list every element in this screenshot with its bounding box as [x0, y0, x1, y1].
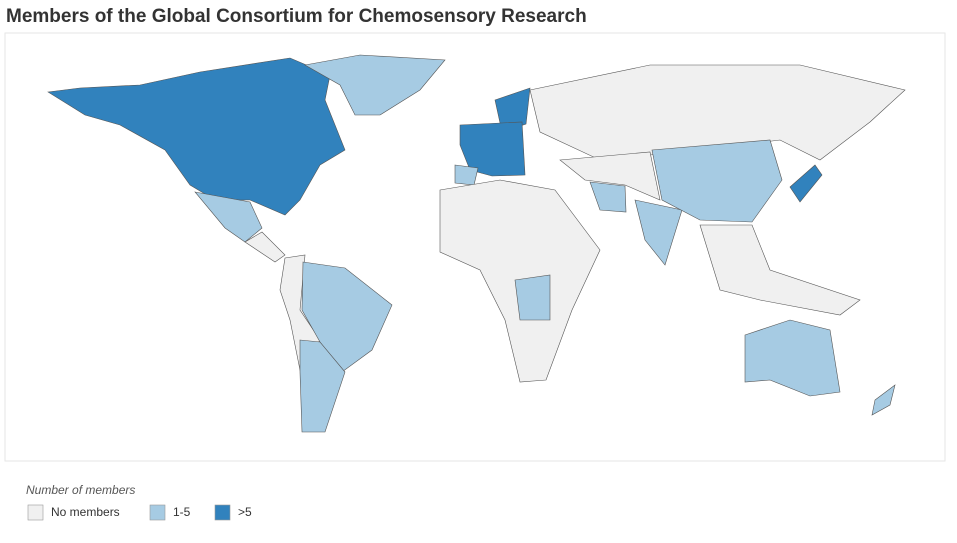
western-europe [459, 121, 526, 177]
india [634, 199, 683, 266]
russia [529, 64, 906, 161]
legend-label: 1-5 [173, 505, 191, 519]
china [651, 139, 783, 223]
new-zealand [871, 384, 896, 416]
southeast-asia [699, 224, 861, 316]
greenland [304, 54, 446, 116]
scandinavia [494, 87, 531, 133]
central-asia [559, 151, 661, 201]
legend: No members 1-5 >5 [27, 504, 252, 521]
central-america [244, 231, 286, 263]
legend-title: Number of members [26, 483, 135, 497]
congo [514, 274, 551, 321]
legend-label: No members [51, 505, 120, 519]
australia [744, 319, 841, 397]
japan [789, 164, 823, 203]
brazil [301, 261, 393, 373]
legend-label: >5 [238, 505, 252, 519]
map-title: Members of the Global Consortium for Che… [6, 6, 587, 27]
world-map [47, 54, 906, 433]
legend-swatch [27, 504, 44, 521]
canada-usa [47, 57, 346, 216]
iran [589, 181, 627, 213]
mexico [194, 191, 263, 243]
legend-swatch [214, 504, 231, 521]
legend-swatch [149, 504, 166, 521]
iberia [454, 164, 479, 186]
argentina-chile [299, 339, 346, 433]
